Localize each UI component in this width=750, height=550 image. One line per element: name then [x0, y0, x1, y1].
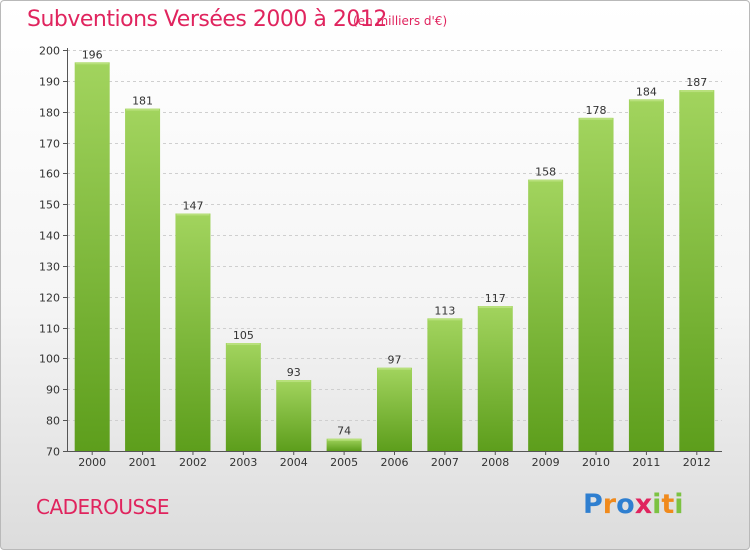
chart-title: Subventions Versées 2000 à 2012 — [27, 7, 387, 32]
bar-value-label: 113 — [434, 304, 455, 317]
bar — [225, 343, 261, 451]
bar — [628, 99, 664, 451]
y-tick-label: 190 — [39, 76, 60, 89]
y-tick-label: 70 — [46, 446, 60, 459]
y-tick-label: 150 — [39, 199, 60, 212]
bar — [477, 306, 513, 451]
bar-value-label: 97 — [388, 354, 402, 367]
bar-highlight — [378, 367, 411, 370]
bar-highlight — [478, 306, 512, 309]
bar-value-label: 187 — [686, 76, 707, 89]
x-tick-label: 2006 — [381, 456, 409, 469]
bar-value-label: 93 — [287, 366, 301, 379]
x-tick-label: 2004 — [280, 456, 308, 469]
bar-highlight — [176, 213, 210, 216]
bar — [427, 318, 463, 451]
bar-highlight — [680, 90, 714, 93]
bar — [578, 117, 614, 451]
proxiti-logo: Proxiti — [583, 489, 684, 520]
bar-value-label: 184 — [636, 85, 657, 98]
bar-value-label: 178 — [586, 104, 607, 117]
x-tick-label: 2005 — [330, 456, 358, 469]
x-tick-label: 2010 — [582, 456, 610, 469]
y-tick-label: 170 — [39, 138, 60, 151]
x-tick-label: 2001 — [129, 456, 157, 469]
x-tick-label: 2011 — [632, 456, 660, 469]
y-tick-label: 120 — [39, 292, 60, 305]
bar — [679, 90, 715, 451]
bar-value-label: 181 — [132, 95, 153, 108]
bar — [528, 179, 564, 452]
x-tick-label: 2007 — [431, 456, 459, 469]
bar-highlight — [226, 343, 260, 346]
bar-value-label: 147 — [182, 199, 203, 212]
x-tick-label: 2009 — [532, 456, 560, 469]
bar-highlight — [428, 318, 462, 321]
x-tick-label: 2000 — [78, 456, 106, 469]
bar — [175, 213, 211, 451]
y-tick-label: 160 — [39, 168, 60, 181]
chart-unit: (en milliers d'€) — [353, 14, 448, 28]
bar — [326, 438, 362, 451]
y-tick-label: 130 — [39, 261, 60, 274]
x-tick-label: 2003 — [229, 456, 257, 469]
y-tick-label: 100 — [39, 353, 60, 366]
bar — [125, 108, 161, 451]
y-tick-label: 110 — [39, 323, 60, 336]
bar-value-label: 117 — [485, 292, 506, 305]
bar — [74, 62, 110, 451]
y-tick-label: 80 — [46, 415, 60, 428]
x-tick-label: 2012 — [683, 456, 711, 469]
bar-highlight — [75, 62, 109, 65]
commune-name: CADEROUSSE — [36, 495, 170, 519]
bar-highlight — [277, 380, 311, 383]
y-tick-label: 200 — [39, 45, 60, 58]
bar-highlight — [529, 179, 563, 182]
bar-highlight — [327, 438, 361, 441]
bar — [276, 380, 312, 451]
y-tick-label: 140 — [39, 230, 60, 243]
bar-value-label: 196 — [82, 48, 103, 61]
y-tick-label: 180 — [39, 107, 60, 120]
bar-highlight — [126, 108, 160, 111]
bar-value-label: 158 — [535, 166, 556, 179]
bar-value-label: 74 — [337, 425, 351, 438]
y-tick-label: 90 — [46, 384, 60, 397]
x-tick-label: 2008 — [481, 456, 509, 469]
axes — [63, 48, 722, 455]
bar-highlight — [579, 117, 613, 120]
bars — [74, 62, 715, 452]
bar-highlight — [629, 99, 663, 102]
x-tick-label: 2002 — [179, 456, 207, 469]
bar-value-label: 105 — [233, 329, 254, 342]
bar — [377, 367, 412, 451]
